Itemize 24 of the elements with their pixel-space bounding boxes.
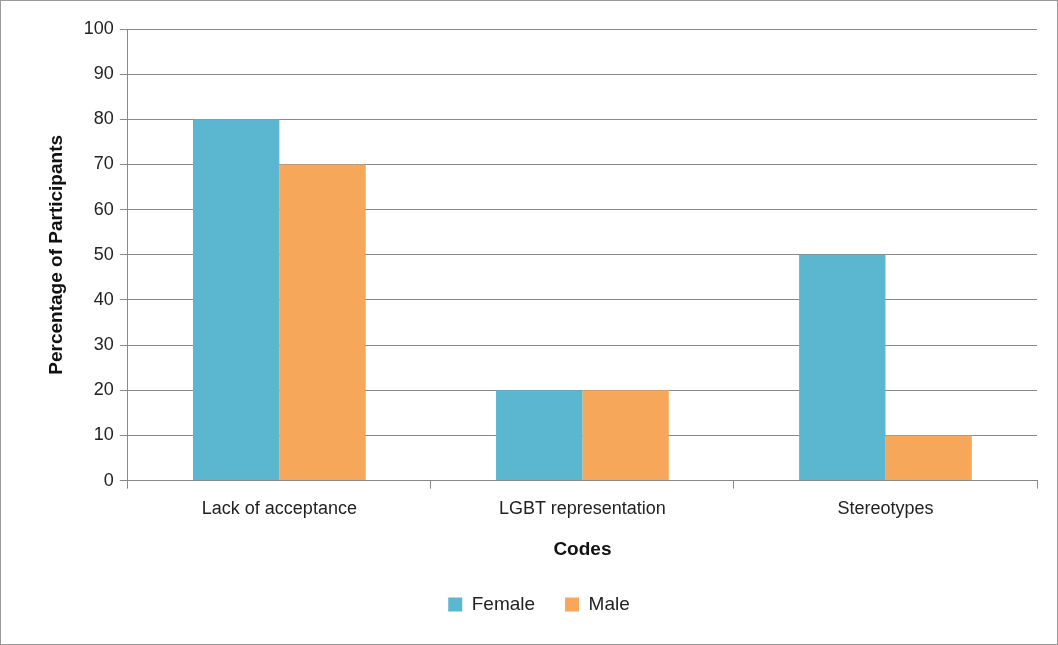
legend-label: Female (471, 592, 536, 614)
y-tick-label: 60 (93, 198, 114, 219)
x-tick-label: Lack of acceptance (201, 498, 357, 519)
y-tick-label: 80 (93, 108, 114, 129)
x-tick-label: LGBT representation (499, 498, 666, 519)
x-tick-label: Stereotypes (837, 498, 934, 519)
bar (279, 164, 366, 481)
y-tick-label: 20 (93, 379, 114, 400)
bar (799, 254, 886, 481)
y-tick-label: 10 (93, 424, 114, 445)
y-tick-label: 30 (93, 334, 114, 355)
y-tick-label: 90 (93, 63, 114, 84)
y-axis-title: Percentage of Participants (44, 134, 66, 375)
x-axis-title: Codes (553, 537, 612, 559)
y-tick-label: 40 (93, 288, 114, 309)
bar (885, 435, 972, 481)
legend-label: Male (588, 592, 630, 614)
bar (582, 390, 669, 481)
bar (192, 119, 280, 481)
y-tick-label: 100 (83, 17, 114, 38)
y-tick-label: 0 (103, 469, 114, 490)
y-tick-label: 50 (93, 243, 114, 264)
y-tick-label: 70 (93, 153, 114, 174)
bar (496, 390, 583, 481)
